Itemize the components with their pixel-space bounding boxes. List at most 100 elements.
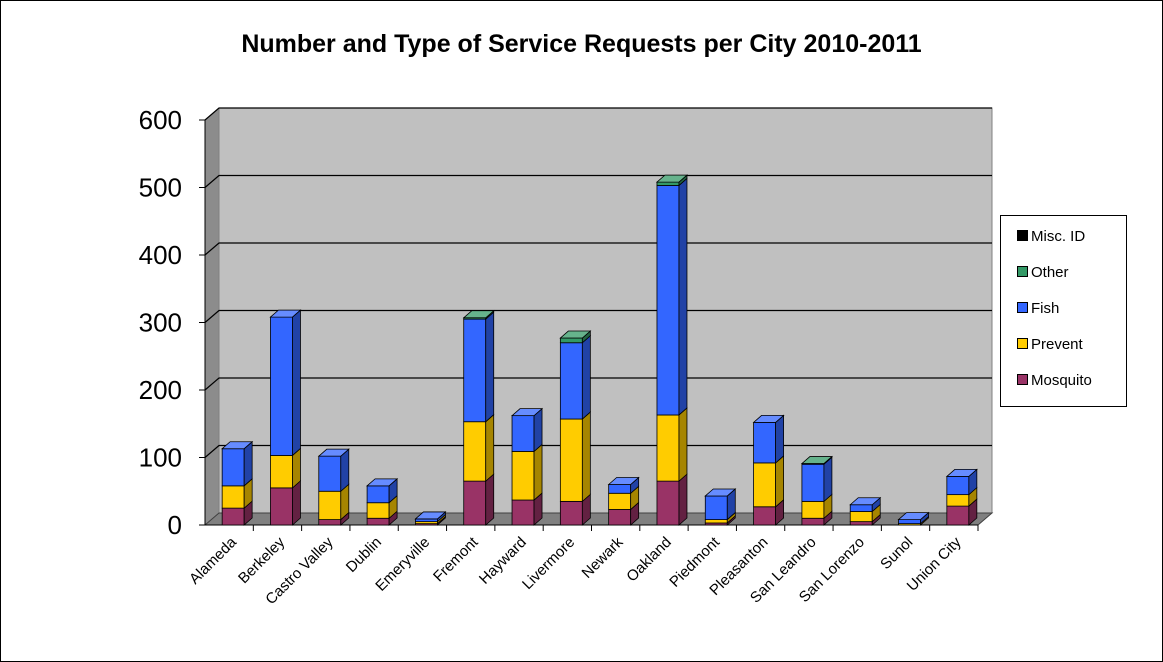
- bar-fish-dublin-top: [366, 478, 399, 487]
- bar-fish-san-leandro: [801, 463, 825, 502]
- legend-label: Misc. ID: [1031, 228, 1086, 245]
- x-tick-label: Dublin: [343, 534, 385, 576]
- x-tick-label: Fremont: [430, 533, 482, 585]
- bar-fish-pleasanton-side: [775, 414, 784, 464]
- bar-fish-dublin: [366, 485, 390, 504]
- bar-fish-hayward-top: [510, 408, 544, 417]
- y-tick-label: 600: [139, 105, 182, 135]
- bar-fish-newark: [608, 484, 632, 494]
- bar-fish-piedmont-top: [704, 488, 737, 497]
- bar-fish-emeryville: [415, 518, 438, 523]
- bar-prevent-hayward-side: [533, 443, 543, 501]
- bar-fish-san-leandro-side: [823, 456, 833, 503]
- bar-fish-union-city-top: [945, 468, 978, 477]
- bar-fish-pleasanton: [753, 421, 776, 464]
- bar-fish-pleasanton-top: [752, 414, 785, 423]
- bar-mosquito-san-lorenzo: [849, 521, 873, 526]
- gridline: [204, 377, 992, 391]
- bar-other-oakland: [656, 181, 680, 186]
- legend-item: Fish: [1017, 300, 1059, 318]
- bar-other-oakland-top: [655, 174, 689, 183]
- bar-fish-san-lorenzo: [849, 504, 873, 512]
- bar-fish-castro-valley: [318, 455, 342, 492]
- legend: Misc. ID Other Fish Prevent Mosquito: [1000, 215, 1127, 407]
- bar-prevent-union-city: [946, 494, 970, 507]
- bar-prevent-castro-valley: [318, 490, 342, 521]
- bar-other-san-leandro-top: [800, 456, 833, 464]
- legend-item: Other: [1017, 264, 1069, 282]
- bar-mosquito-berkeley-side: [292, 479, 301, 526]
- bar-prevent-berkeley: [270, 455, 293, 489]
- bar-prevent-fremont-side: [485, 413, 495, 483]
- x-tick-label: Sunol: [877, 534, 916, 573]
- gridline: [204, 242, 992, 256]
- bar-prevent-livermore-side: [581, 411, 591, 503]
- bar-fish-alameda-side: [243, 440, 253, 487]
- bar-fish-alameda: [221, 448, 245, 487]
- legend-label: Mosquito: [1031, 372, 1092, 389]
- bar-mosquito-castro-valley: [318, 519, 342, 526]
- bar-prevent-newark: [608, 492, 632, 510]
- bar-prevent-fremont: [463, 421, 487, 482]
- legend-swatch: [1017, 266, 1028, 277]
- bar-fish-castro-valley-top: [317, 448, 350, 457]
- gridline: [204, 309, 992, 323]
- bar-prevent-pleasanton: [753, 462, 776, 508]
- bar-mosquito-hayward: [511, 499, 535, 526]
- bar-mosquito-oakland-side: [678, 473, 688, 526]
- legend-item: Mosquito: [1017, 372, 1092, 390]
- bar-fish-san-lorenzo-top: [849, 497, 882, 506]
- x-tick-label: Alameda: [186, 533, 240, 587]
- bar-mosquito-fremont: [463, 480, 487, 526]
- bar-mosquito-livermore: [559, 500, 583, 526]
- bar-other-livermore-top: [559, 330, 592, 339]
- bar-fish-hayward: [511, 415, 535, 452]
- legend-item: Prevent: [1017, 336, 1083, 354]
- legend-item: Misc. ID: [1017, 228, 1085, 246]
- bar-fish-oakland: [656, 185, 680, 416]
- legend-swatch: [1017, 302, 1028, 313]
- bar-fish-alameda-top: [221, 441, 254, 450]
- y-tick-label: 0: [168, 510, 182, 540]
- bar-fish-union-city: [946, 475, 970, 496]
- legend-label: Prevent: [1031, 336, 1083, 353]
- gridline: [204, 174, 992, 188]
- legend-label: Fish: [1031, 300, 1060, 317]
- bar-mosquito-berkeley: [270, 487, 293, 526]
- bar-fish-emeryville-top: [414, 511, 447, 520]
- bar-fish-livermore: [559, 342, 583, 420]
- legend-swatch: [1017, 230, 1028, 241]
- bar-prevent-oakland-side: [678, 407, 688, 483]
- y-tick-label: 200: [139, 375, 182, 405]
- y-tick-label: 500: [139, 173, 182, 203]
- bar-other-livermore: [559, 337, 583, 344]
- legend-label: Other: [1031, 264, 1069, 281]
- bar-fish-livermore-side: [581, 334, 591, 420]
- bar-mosquito-dublin: [366, 517, 390, 526]
- bar-fish-berkeley: [270, 316, 293, 456]
- bar-fish-berkeley-top: [269, 309, 302, 318]
- bar-mosquito-fremont-side: [485, 473, 495, 526]
- bar-prevent-livermore: [559, 418, 583, 502]
- bar-prevent-pleasanton-side: [775, 455, 784, 508]
- bar-mosquito-san-leandro: [801, 517, 825, 526]
- bar-other-fremont-top: [462, 310, 495, 319]
- gridline: [204, 107, 992, 121]
- y-tick-label: 300: [139, 308, 182, 338]
- bar-prevent-hayward: [511, 451, 535, 501]
- bar-fish-fremont-side: [485, 311, 495, 423]
- bar-fish-sunol-top: [897, 512, 930, 520]
- bar-prevent-san-leandro: [801, 500, 825, 519]
- bar-prevent-san-lorenzo: [849, 511, 873, 523]
- legend-swatch: [1017, 338, 1028, 349]
- y-tick-label: 100: [139, 443, 182, 473]
- gridline: [204, 444, 992, 458]
- bar-prevent-alameda: [221, 485, 245, 509]
- bar-mosquito-newark: [608, 509, 632, 526]
- bar-mosquito-oakland: [656, 480, 680, 526]
- bar-mosquito-pleasanton: [753, 506, 776, 526]
- bar-fish-piedmont: [704, 495, 728, 521]
- bar-prevent-piedmont: [704, 519, 728, 524]
- y-tick-label: 400: [139, 240, 182, 270]
